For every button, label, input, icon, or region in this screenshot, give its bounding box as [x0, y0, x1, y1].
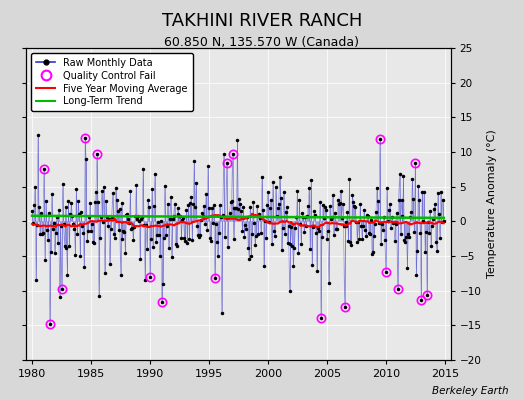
Text: TAKHINI RIVER RANCH: TAKHINI RIVER RANCH	[162, 12, 362, 30]
Text: Berkeley Earth: Berkeley Earth	[432, 386, 508, 396]
Legend: Raw Monthly Data, Quality Control Fail, Five Year Moving Average, Long-Term Tren: Raw Monthly Data, Quality Control Fail, …	[31, 53, 192, 111]
Text: 60.850 N, 135.570 W (Canada): 60.850 N, 135.570 W (Canada)	[165, 36, 359, 49]
Y-axis label: Temperature Anomaly (°C): Temperature Anomaly (°C)	[487, 130, 497, 278]
